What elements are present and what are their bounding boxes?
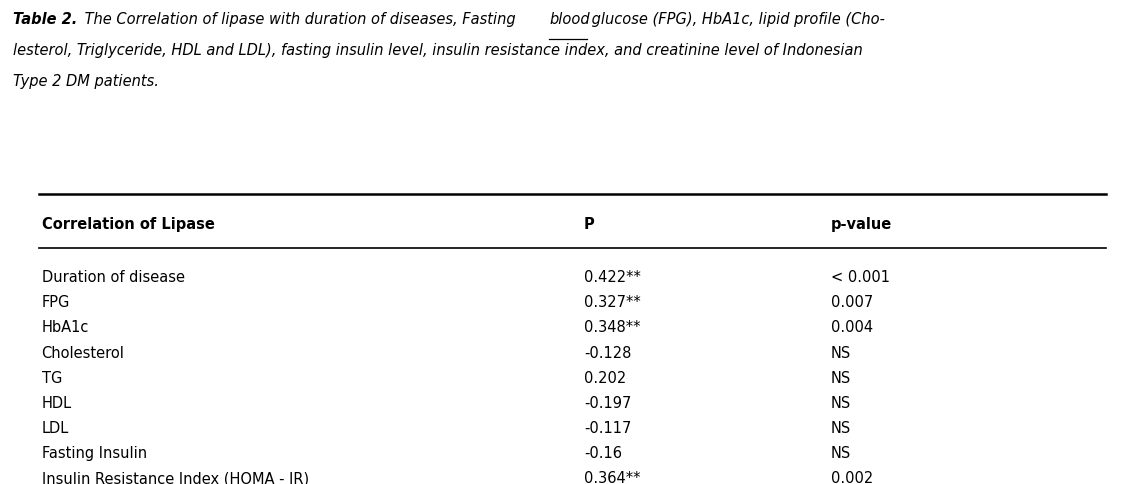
Text: p-value: p-value bbox=[831, 217, 893, 232]
Text: blood: blood bbox=[549, 12, 590, 27]
Text: 0.364**: 0.364** bbox=[584, 471, 640, 484]
Text: HDL: HDL bbox=[42, 396, 72, 411]
Text: 0.007: 0.007 bbox=[831, 295, 874, 310]
Text: -0.128: -0.128 bbox=[584, 346, 631, 361]
Text: -0.117: -0.117 bbox=[584, 421, 631, 436]
Text: Correlation of Lipase: Correlation of Lipase bbox=[42, 217, 214, 232]
Text: P: P bbox=[584, 217, 595, 232]
Text: < 0.001: < 0.001 bbox=[831, 270, 891, 285]
Text: Insulin Resistance Index (HOMA - IR): Insulin Resistance Index (HOMA - IR) bbox=[42, 471, 309, 484]
Text: Type 2 DM patients.: Type 2 DM patients. bbox=[13, 74, 159, 89]
Text: Fasting Insulin: Fasting Insulin bbox=[42, 446, 147, 461]
Text: NS: NS bbox=[831, 421, 851, 436]
Text: 0.004: 0.004 bbox=[831, 320, 874, 335]
Text: -0.16: -0.16 bbox=[584, 446, 622, 461]
Text: 0.202: 0.202 bbox=[584, 371, 627, 386]
Text: NS: NS bbox=[831, 446, 851, 461]
Text: NS: NS bbox=[831, 371, 851, 386]
Text: lesterol, Triglyceride, HDL and LDL), fasting insulin level, insulin resistance : lesterol, Triglyceride, HDL and LDL), fa… bbox=[13, 43, 864, 58]
Text: Cholesterol: Cholesterol bbox=[42, 346, 125, 361]
Text: -0.197: -0.197 bbox=[584, 396, 631, 411]
Text: NS: NS bbox=[831, 396, 851, 411]
Text: Duration of disease: Duration of disease bbox=[42, 270, 184, 285]
Text: glucose (FPG), HbA1c, lipid profile (Cho-: glucose (FPG), HbA1c, lipid profile (Cho… bbox=[587, 12, 885, 27]
Text: 0.002: 0.002 bbox=[831, 471, 874, 484]
Text: 0.422**: 0.422** bbox=[584, 270, 641, 285]
Text: TG: TG bbox=[42, 371, 62, 386]
Text: 0.348**: 0.348** bbox=[584, 320, 640, 335]
Text: The Correlation of lipase with duration of diseases, Fasting: The Correlation of lipase with duration … bbox=[80, 12, 520, 27]
Text: HbA1c: HbA1c bbox=[42, 320, 89, 335]
Text: Table 2.: Table 2. bbox=[13, 12, 77, 27]
Text: LDL: LDL bbox=[42, 421, 69, 436]
Text: FPG: FPG bbox=[42, 295, 70, 310]
Text: NS: NS bbox=[831, 346, 851, 361]
Text: 0.327**: 0.327** bbox=[584, 295, 641, 310]
